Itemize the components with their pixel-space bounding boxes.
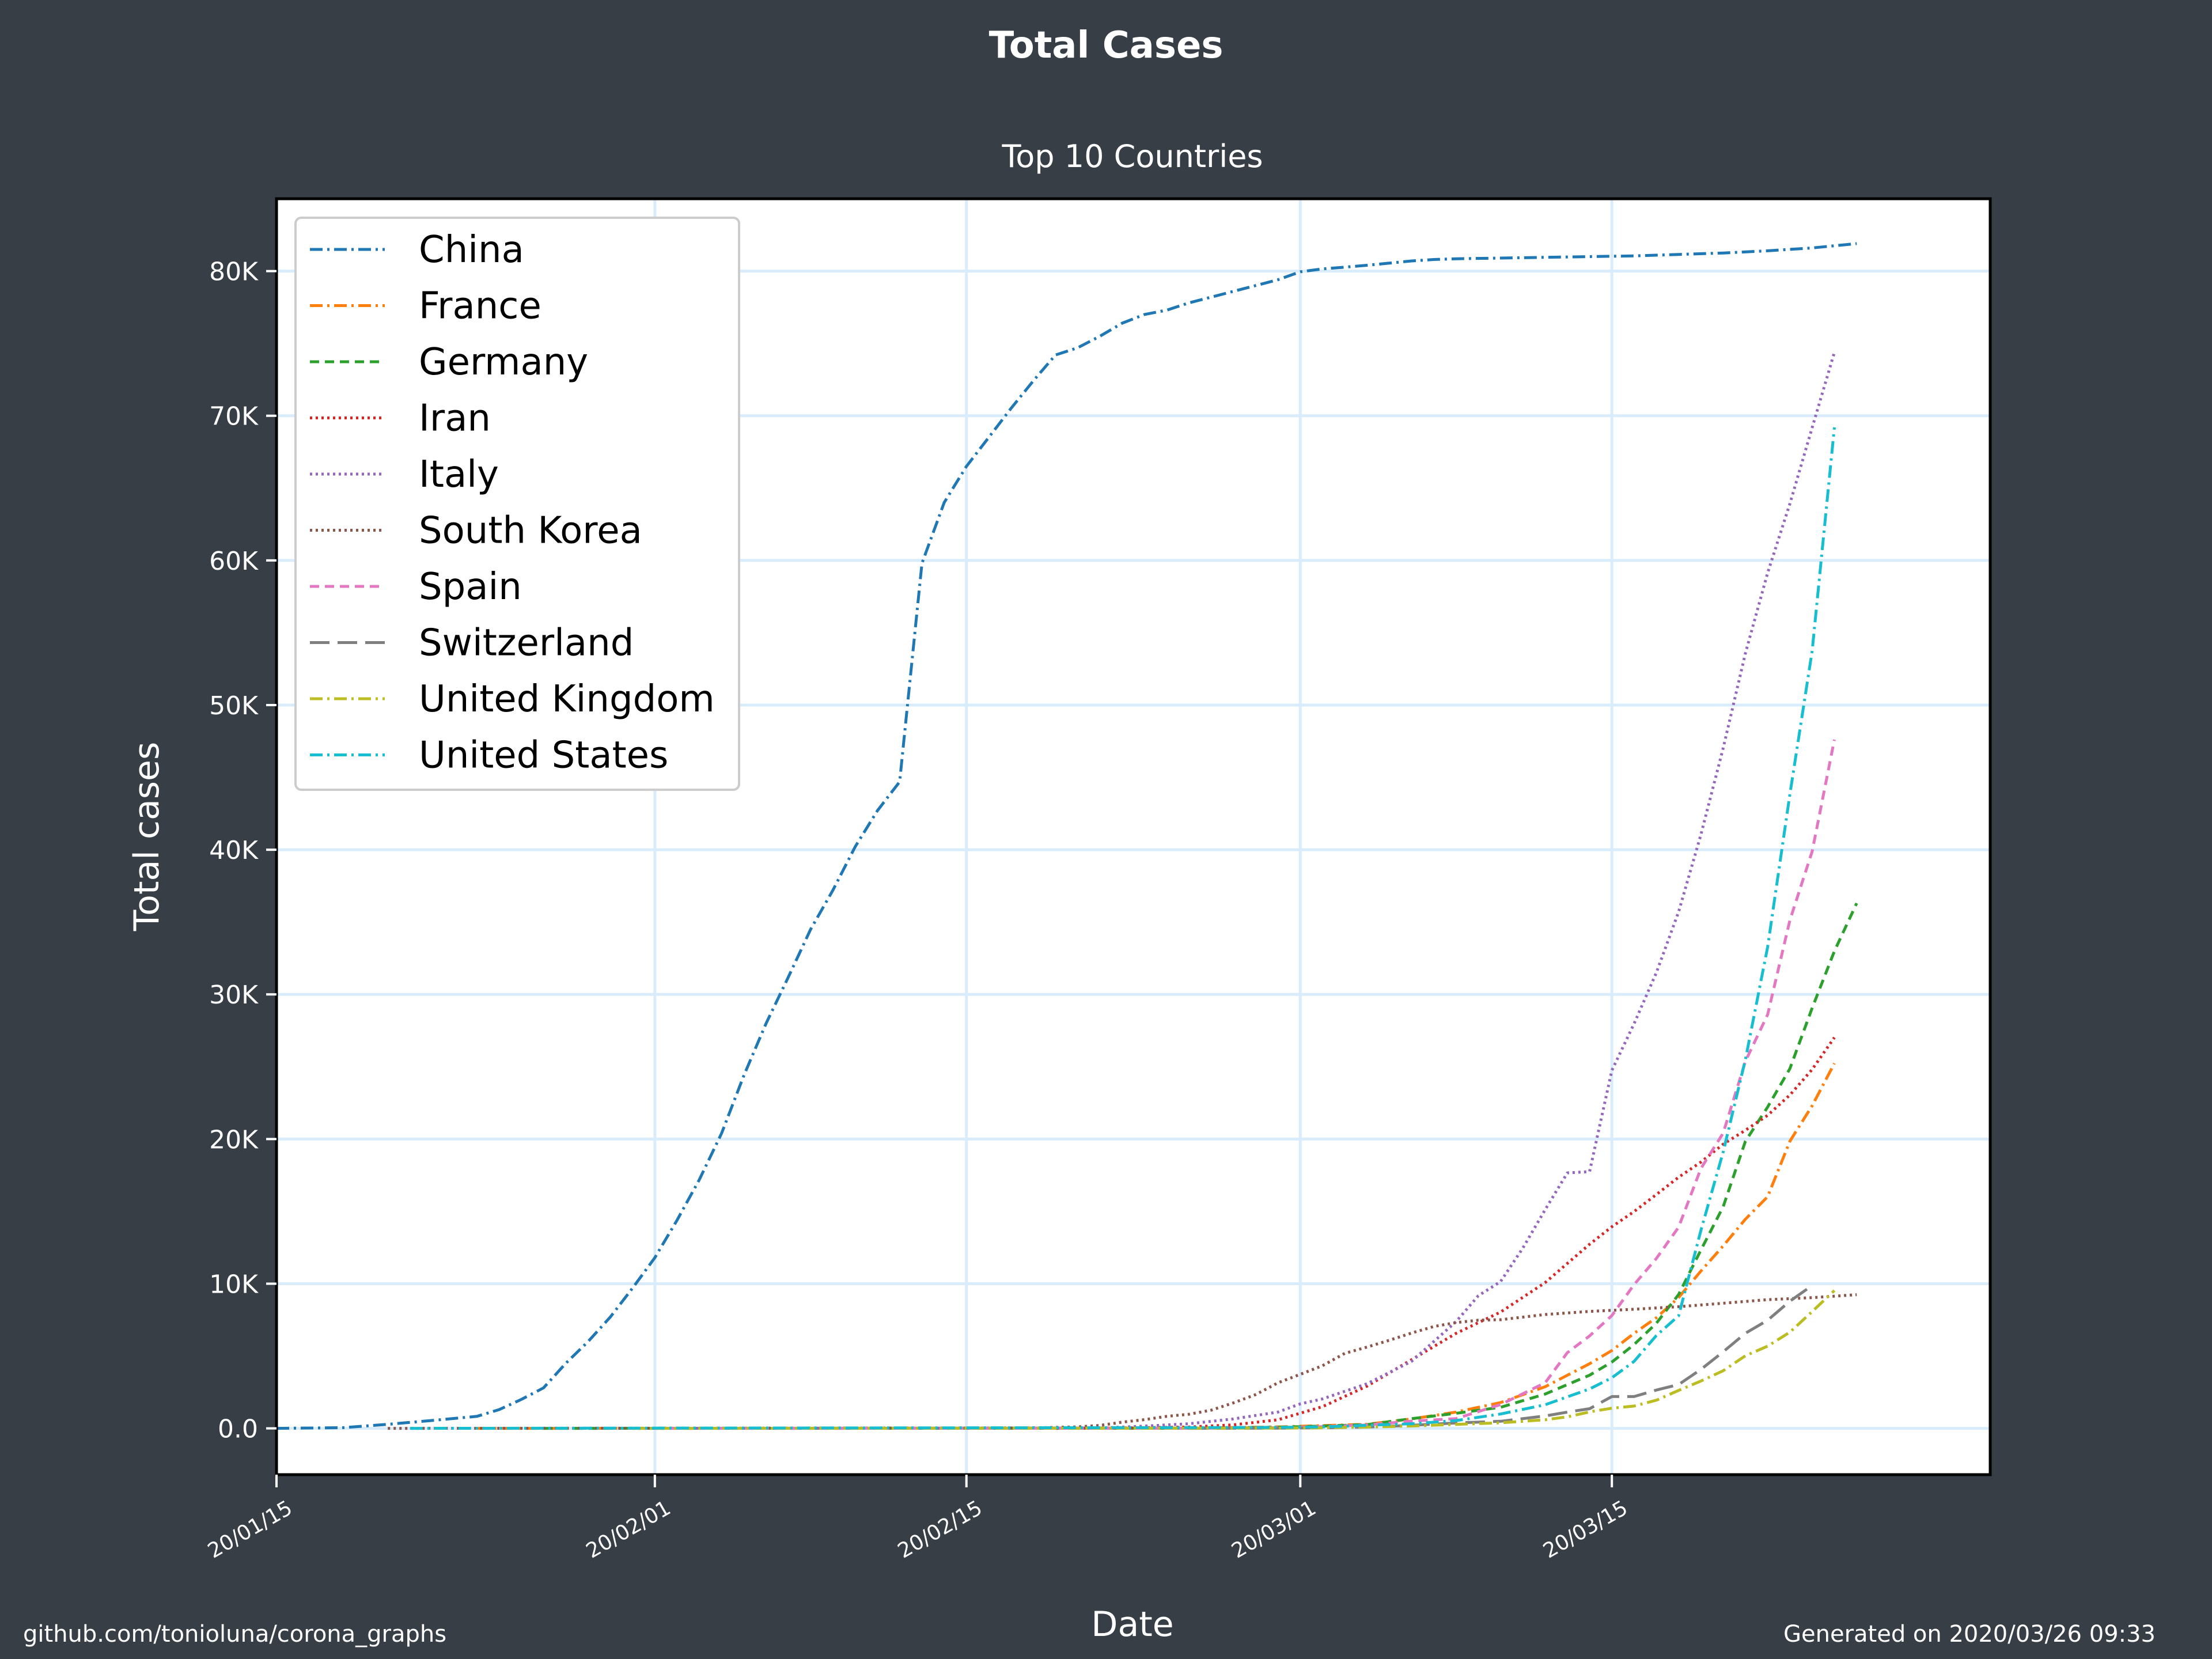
legend-entry-label: Iran <box>419 397 491 440</box>
legend-entry-label: France <box>419 285 541 328</box>
y-tick-label: 20K <box>209 1125 259 1154</box>
y-tick-label: 0.0 <box>218 1415 258 1444</box>
legend-entry-label: United Kingdom <box>419 678 715 721</box>
series-lines <box>276 242 1858 1430</box>
footer-source: github.com/tonioluna/corona_graphs <box>23 1621 446 1647</box>
series-line-china <box>276 242 1857 1430</box>
y-tick-label: 30K <box>209 980 259 1010</box>
y-axis: 0.0 10K 20K 30K 40K 50K 60K 70K 80K <box>209 257 276 1444</box>
y-axis-label: Total cases <box>127 742 167 931</box>
legend-entry-label: Spain <box>419 566 522 608</box>
footer-generated: Generated on 2020/03/26 09:33 <box>1783 1621 2156 1647</box>
legend-box <box>294 217 740 791</box>
legend-entry-label: Germany <box>419 341 588 384</box>
page-title: Total Cases <box>989 24 1224 67</box>
series-line-iran <box>1055 1036 1836 1430</box>
series-line-italy <box>632 351 1836 1430</box>
y-tick-label: 60K <box>209 547 259 576</box>
y-tick-label: 40K <box>209 836 259 865</box>
legend-entry-label: United States <box>419 734 668 777</box>
y-tick-label: 10K <box>209 1270 259 1300</box>
series-line-france <box>476 1062 1836 1430</box>
legend-entry-label: Italy <box>419 453 499 496</box>
series-line-spain <box>654 739 1836 1430</box>
y-tick-label: 80K <box>209 257 259 287</box>
series-line-united-states <box>410 427 1836 1430</box>
plot-frame <box>275 197 1992 1476</box>
legend-entry-label: South Korea <box>419 510 642 552</box>
legend-entry-label: Switzerland <box>419 622 634 665</box>
y-tick-label: 50K <box>209 691 259 721</box>
series-line-united-kingdom <box>632 1289 1836 1430</box>
legend: China France Germany Iran Italy South Korea Sp… <box>294 217 740 791</box>
y-tick-label: 70K <box>209 402 259 431</box>
x-axis-label: Date <box>1091 1604 1173 1645</box>
chart-subtitle: Top 10 Countries <box>1001 138 1263 175</box>
legend-entry-label: China <box>419 229 524 271</box>
